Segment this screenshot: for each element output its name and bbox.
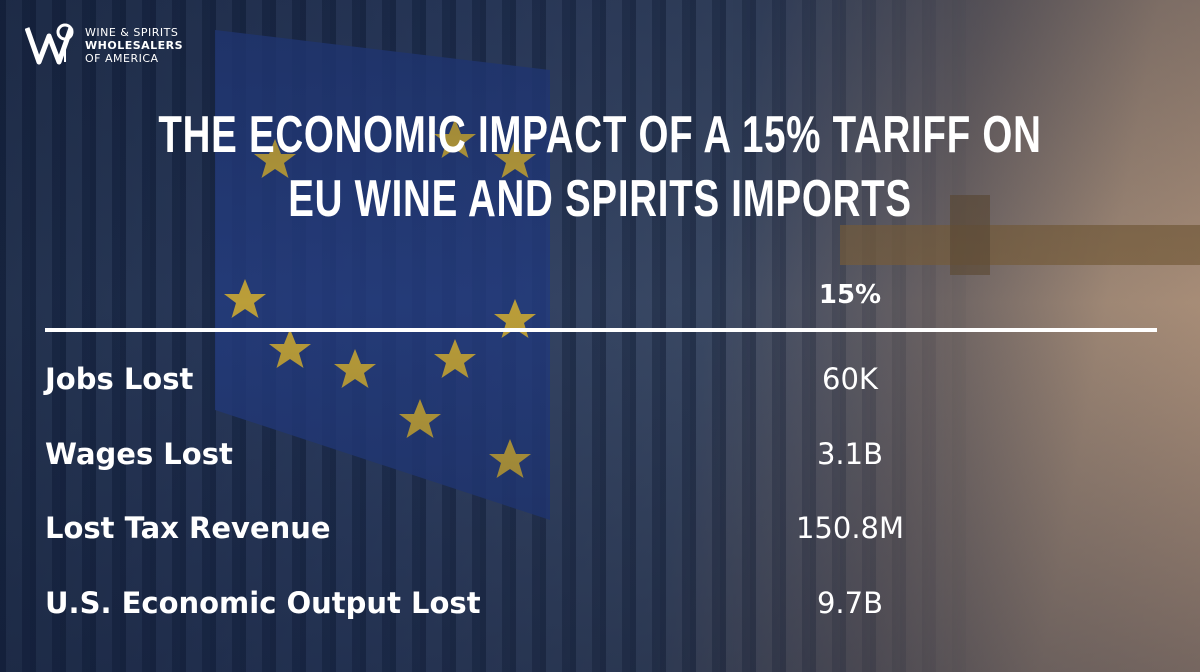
title-line: THE ECONOMIC IMPACT OF A 15% TARIFF ON — [158, 106, 1042, 164]
table-row: Jobs Lost 60K — [45, 362, 1145, 402]
table-row: Wages Lost 3.1B — [45, 437, 1145, 477]
row-label: Lost Tax Revenue — [45, 511, 331, 545]
logo: WINE & SPIRITS WHOLESALERS OF AMERICA — [25, 22, 183, 68]
row-value: 3.1B — [816, 437, 883, 471]
row-value: 9.7B — [816, 586, 883, 620]
logo-line: WINE & SPIRITS — [85, 25, 179, 39]
table-row: U.S. Economic Output Lost 9.7B — [45, 586, 1145, 626]
table-row: Lost Tax Revenue 150.8M — [45, 511, 1145, 551]
row-value: 60K — [822, 362, 878, 396]
header-rule — [45, 328, 1157, 332]
logo-line: OF AMERICA — [85, 51, 159, 65]
title: THE ECONOMIC IMPACT OF A 15% TARIFF ON E… — [0, 103, 1200, 231]
logo-text: WINE & SPIRITS WHOLESALERS OF AMERICA — [85, 26, 183, 65]
title-line: EU WINE AND SPIRITS IMPORTS — [288, 170, 912, 228]
column-header: 15% — [818, 280, 882, 310]
row-label: Jobs Lost — [45, 362, 194, 396]
eu-flag — [215, 30, 550, 520]
logo-mark — [25, 23, 74, 65]
row-value: 150.8M — [795, 511, 905, 545]
row-label: Wages Lost — [45, 437, 233, 471]
row-label: U.S. Economic Output Lost — [45, 586, 481, 620]
crane — [840, 195, 1200, 275]
logo-line: WHOLESALERS — [85, 38, 184, 52]
